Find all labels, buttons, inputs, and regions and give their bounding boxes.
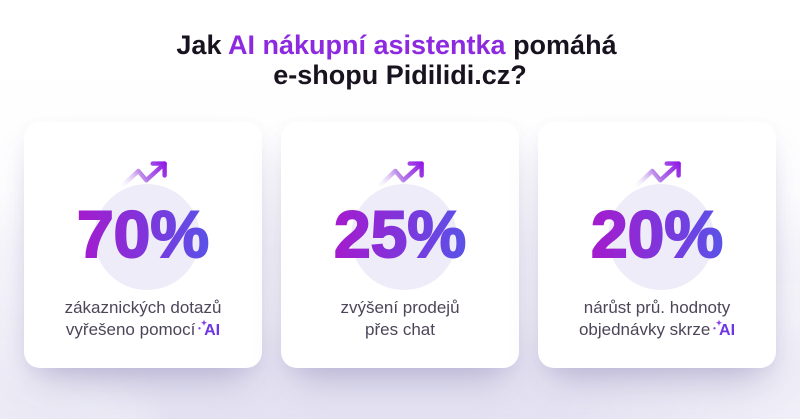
svg-text:70%: 70%	[77, 197, 209, 268]
svg-text:25%: 25%	[334, 197, 466, 268]
svg-text:20%: 20%	[591, 197, 723, 268]
